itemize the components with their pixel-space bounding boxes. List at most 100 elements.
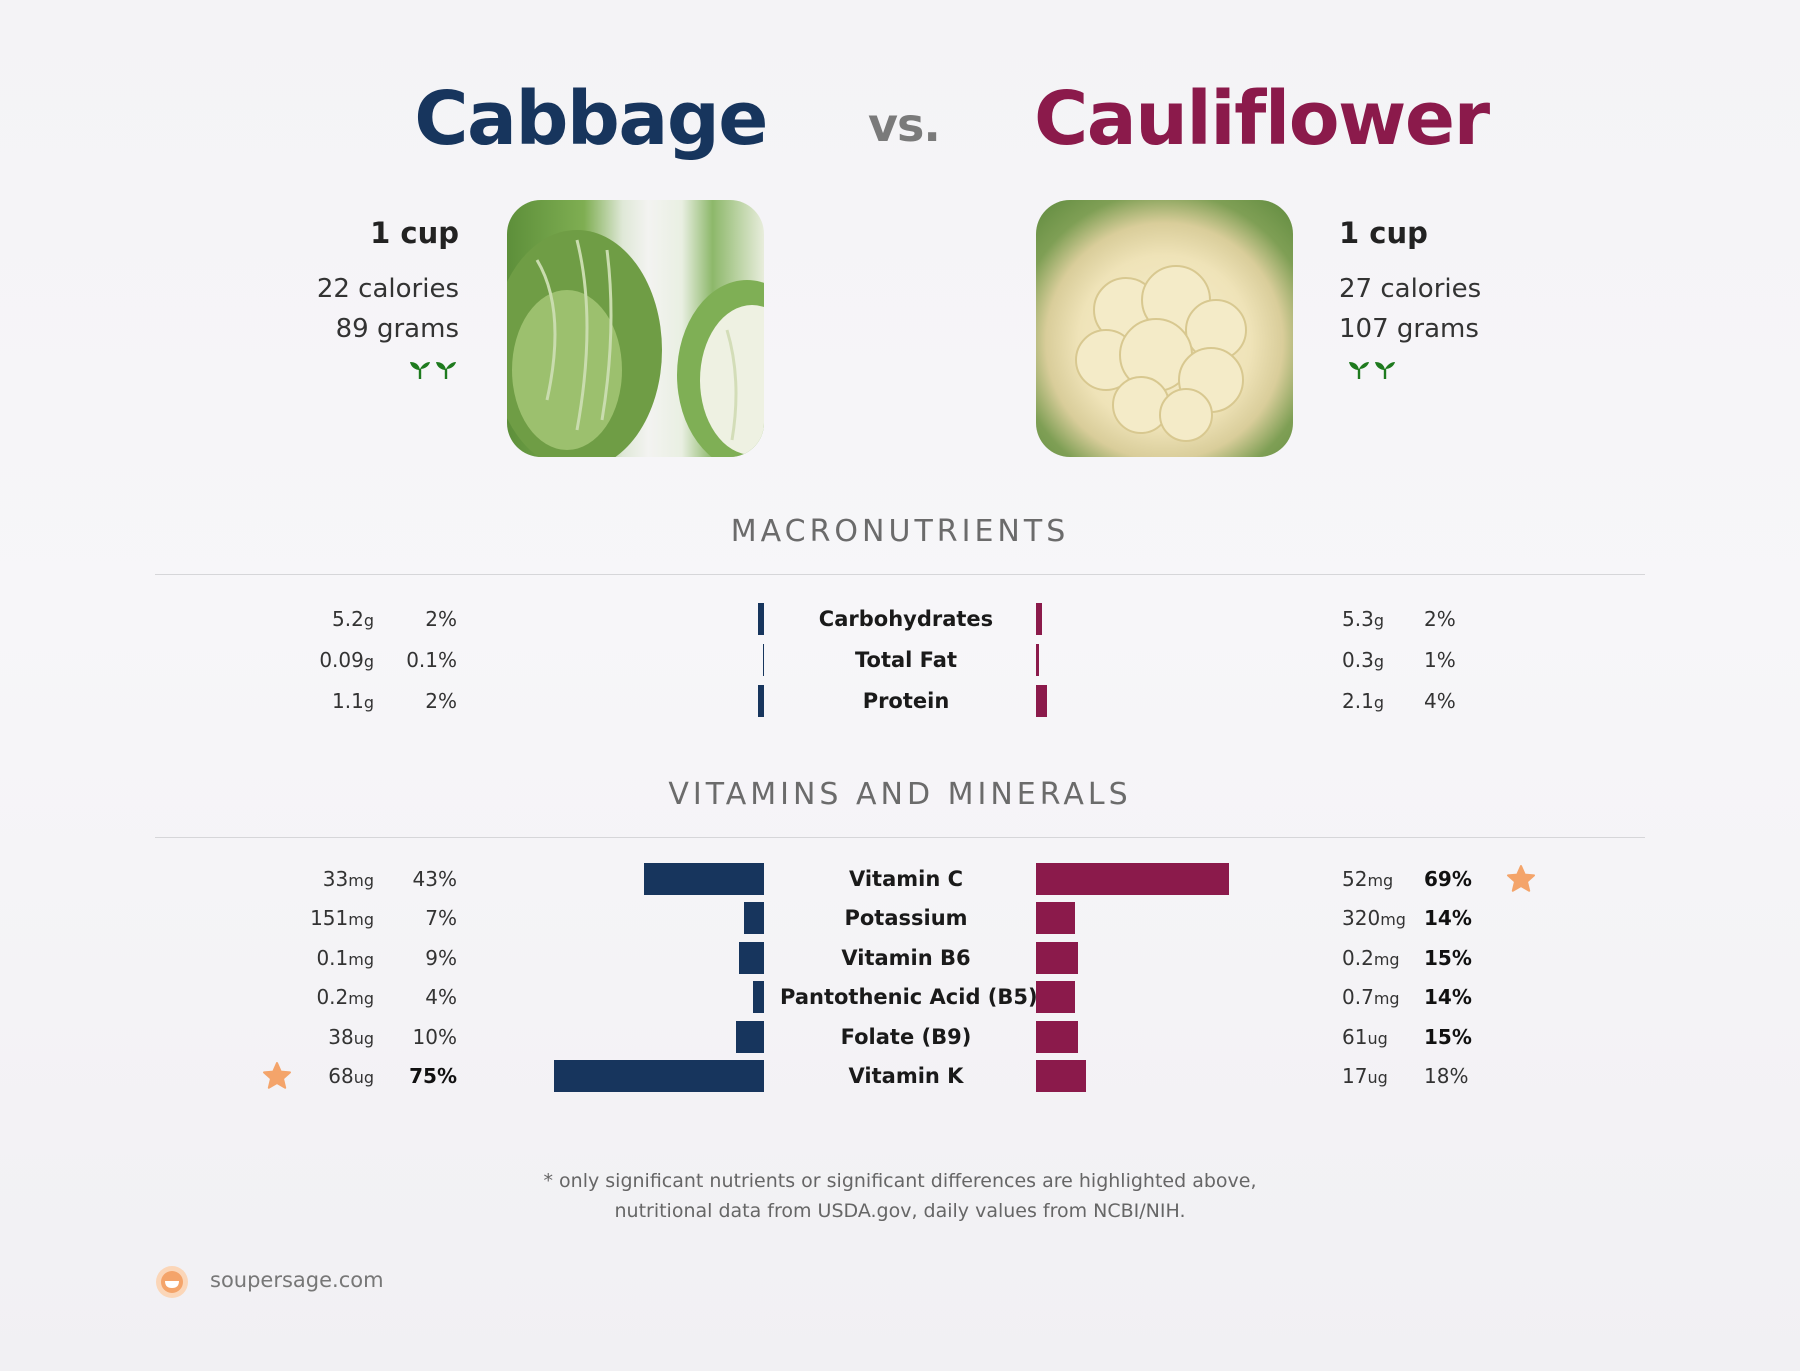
left-serving: 1 cup	[370, 216, 459, 250]
sprout-icon	[436, 362, 456, 379]
left-amount-value: 5.2	[332, 607, 364, 631]
footnote-line-2: nutritional data from USDA.gov, daily va…	[614, 1200, 1186, 1222]
left-percent: 4%	[425, 985, 457, 1010]
right-amount-value: 0.2	[1342, 945, 1374, 970]
sprout-icon	[1349, 362, 1369, 379]
right-food-title: Cauliflower	[1034, 76, 1490, 162]
right-bar	[1036, 1060, 1087, 1092]
right-amount-unit: g	[1373, 693, 1384, 712]
right-bar	[1036, 902, 1076, 935]
left-calories: 22 calories	[316, 274, 459, 304]
left-amount-value: 68	[328, 1064, 354, 1088]
right-vegan-badge	[1348, 360, 1396, 380]
left-bar	[763, 644, 764, 676]
star-icon	[262, 1061, 292, 1096]
star-icon	[1506, 864, 1536, 899]
right-amount-unit: g	[1373, 652, 1384, 671]
right-amount-unit: ug	[1367, 1028, 1388, 1048]
left-amount-unit: g	[363, 652, 374, 671]
vs-label: vs.	[868, 98, 941, 152]
right-percent: 15%	[1424, 1024, 1472, 1049]
left-amount-value: 1.1	[332, 689, 364, 713]
left-amount-value: 33	[322, 867, 349, 891]
right-bar	[1036, 981, 1076, 1014]
right-percent: 14%	[1424, 906, 1472, 931]
right-amount: 0.2mg	[1342, 940, 1400, 978]
right-bar	[1036, 603, 1042, 635]
right-bar	[1036, 1020, 1078, 1053]
right-amount-value: 0.3	[1342, 648, 1374, 672]
right-amount-value: 2.1	[1342, 689, 1374, 713]
left-amount-value: 151	[310, 906, 349, 931]
left-vegan-badge	[409, 360, 457, 380]
section-divider	[155, 837, 1645, 838]
right-bar	[1036, 863, 1230, 895]
right-bar	[1036, 941, 1078, 974]
sprout-icon	[410, 362, 430, 379]
left-amount: 151mg	[310, 900, 374, 938]
nutrient-label: Total Fat	[854, 648, 957, 672]
left-percent: 0.1%	[406, 648, 457, 672]
nutrient-label: Vitamin C	[848, 867, 964, 891]
left-amount-unit: mg	[348, 871, 374, 890]
right-percent: 2%	[1424, 607, 1456, 631]
right-percent: 15%	[1424, 945, 1472, 970]
left-grams: 89 grams	[335, 314, 459, 344]
right-amount-unit: ug	[1367, 1068, 1388, 1087]
left-amount-value: 0.09	[319, 648, 364, 672]
nutrient-row: 0.2mg 4% Pantothenic Acid (B5) 0.7mg 14%	[0, 979, 1800, 1015]
nutrient-row: 5.2g 2% Carbohydrates 5.3g 2%	[0, 601, 1800, 637]
right-percent: 1%	[1424, 648, 1456, 672]
right-percent: 69%	[1424, 867, 1472, 891]
left-bar	[758, 685, 764, 717]
nutrient-row: 0.09g 0.1% Total Fat 0.3g 1%	[0, 642, 1800, 678]
right-percent: 18%	[1424, 1064, 1469, 1088]
soupersage-logo-icon[interactable]	[154, 1264, 190, 1305]
nutrient-row: 38ug 10% Folate (B9) 61ug 15%	[0, 1019, 1800, 1055]
nutrient-row: 1.1g 2% Protein 2.1g 4%	[0, 683, 1800, 719]
right-percent: 14%	[1424, 985, 1472, 1010]
left-percent: 2%	[425, 689, 457, 713]
right-bar	[1036, 644, 1039, 676]
right-amount: 0.7mg	[1342, 979, 1400, 1017]
right-amount: 52mg	[1342, 861, 1393, 899]
left-bar	[738, 941, 764, 974]
left-bar	[736, 1020, 764, 1053]
left-amount: 0.09g	[319, 642, 374, 680]
nutrient-label: Carbohydrates	[818, 607, 994, 631]
nutrient-label: Protein	[862, 689, 950, 713]
right-amount-value: 5.3	[1342, 607, 1374, 631]
right-serving: 1 cup	[1339, 216, 1428, 250]
right-amount-unit: mg	[1367, 871, 1394, 890]
left-bar	[643, 863, 764, 895]
nutrient-label: Pantothenic Acid (B5)	[780, 985, 1038, 1010]
right-amount: 5.3g	[1342, 601, 1384, 639]
left-amount: 38ug	[328, 1019, 374, 1057]
footnote-line-1: * only significant nutrients or signific…	[543, 1170, 1257, 1192]
right-amount-value: 0.7	[1342, 985, 1374, 1010]
left-amount-unit: mg	[348, 910, 374, 930]
left-percent: 9%	[425, 945, 457, 970]
left-percent: 43%	[412, 867, 457, 891]
right-amount: 2.1g	[1342, 683, 1384, 721]
left-bar	[758, 603, 764, 635]
left-amount-unit: mg	[348, 989, 374, 1009]
left-amount-unit: ug	[353, 1028, 374, 1048]
nutrient-row: 33mg 43% Vitamin C 52mg 69%	[0, 861, 1800, 897]
right-amount-unit: mg	[1373, 989, 1400, 1009]
left-food-title: Cabbage	[414, 76, 768, 162]
left-amount-unit: mg	[348, 949, 374, 969]
nutrient-row: 0.1mg 9% Vitamin B6 0.2mg 15%	[0, 940, 1800, 976]
right-amount-unit: mg	[1380, 910, 1406, 930]
right-amount-unit: g	[1373, 611, 1384, 630]
right-grams: 107 grams	[1339, 314, 1479, 344]
right-amount-value: 320	[1342, 906, 1381, 931]
brand-link[interactable]: soupersage.com	[210, 1268, 384, 1292]
left-amount-value: 0.2	[316, 985, 349, 1010]
nutrient-label: Vitamin B6	[841, 945, 971, 970]
left-amount-unit: g	[363, 611, 374, 630]
nutrient-row: 151mg 7% Potassium 320mg 14%	[0, 900, 1800, 936]
right-amount: 320mg	[1342, 900, 1406, 938]
vitamins-heading: VITAMINS AND MINERALS	[668, 777, 1132, 812]
left-amount: 68ug	[328, 1058, 374, 1096]
